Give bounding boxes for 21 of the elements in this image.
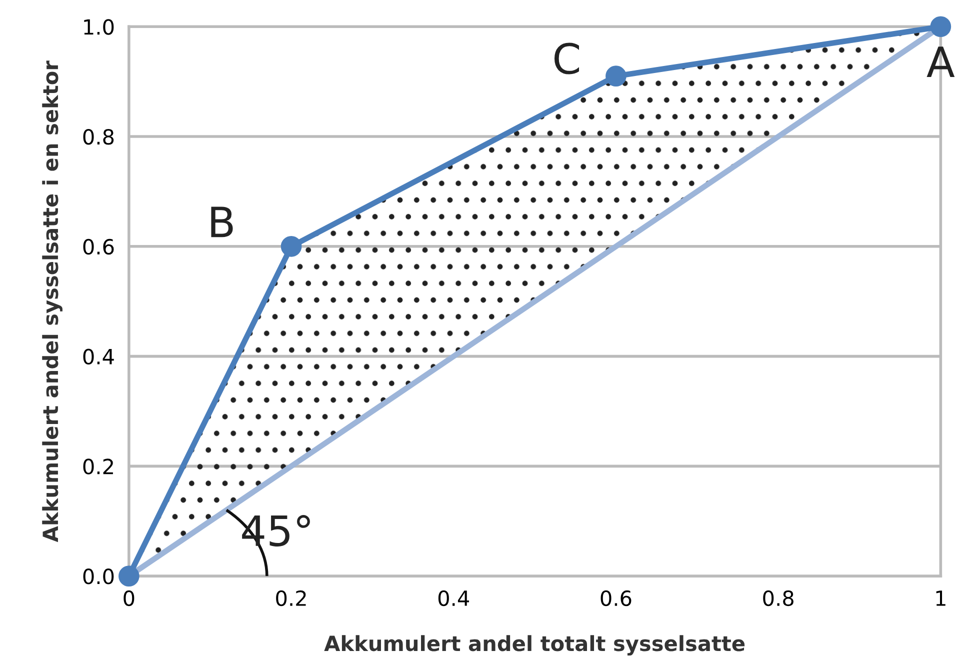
x-tick-label: 0.6 — [600, 590, 632, 606]
point — [930, 16, 952, 38]
y-tick-label: 0.2 — [83, 458, 113, 474]
x-axis-title: Akkumulert andel totalt sysselsatte — [324, 635, 745, 656]
y-tick-label: 0.4 — [83, 348, 114, 365]
y-tick-label: 0.6 — [83, 238, 114, 255]
annotation: A — [926, 46, 955, 78]
point — [606, 66, 626, 87]
point — [280, 236, 302, 257]
x-tick-label: 0.2 — [276, 590, 306, 606]
x-tick-label: 0.8 — [763, 590, 794, 606]
y-tick-label: 0.8 — [83, 128, 114, 145]
y-axis-title: Akkumulert andel sysselsatte i en sektor — [42, 60, 62, 542]
y-tick-label: 1.0 — [84, 19, 114, 35]
annotation: B — [211, 206, 233, 238]
x-tick-label: 1 — [936, 590, 946, 606]
x-tick-label: 0 — [124, 590, 134, 606]
annotation: C — [554, 42, 579, 74]
x-tick-label: 0.4 — [438, 590, 470, 606]
y-tick-label: 0.0 — [83, 568, 114, 584]
point — [118, 566, 140, 587]
